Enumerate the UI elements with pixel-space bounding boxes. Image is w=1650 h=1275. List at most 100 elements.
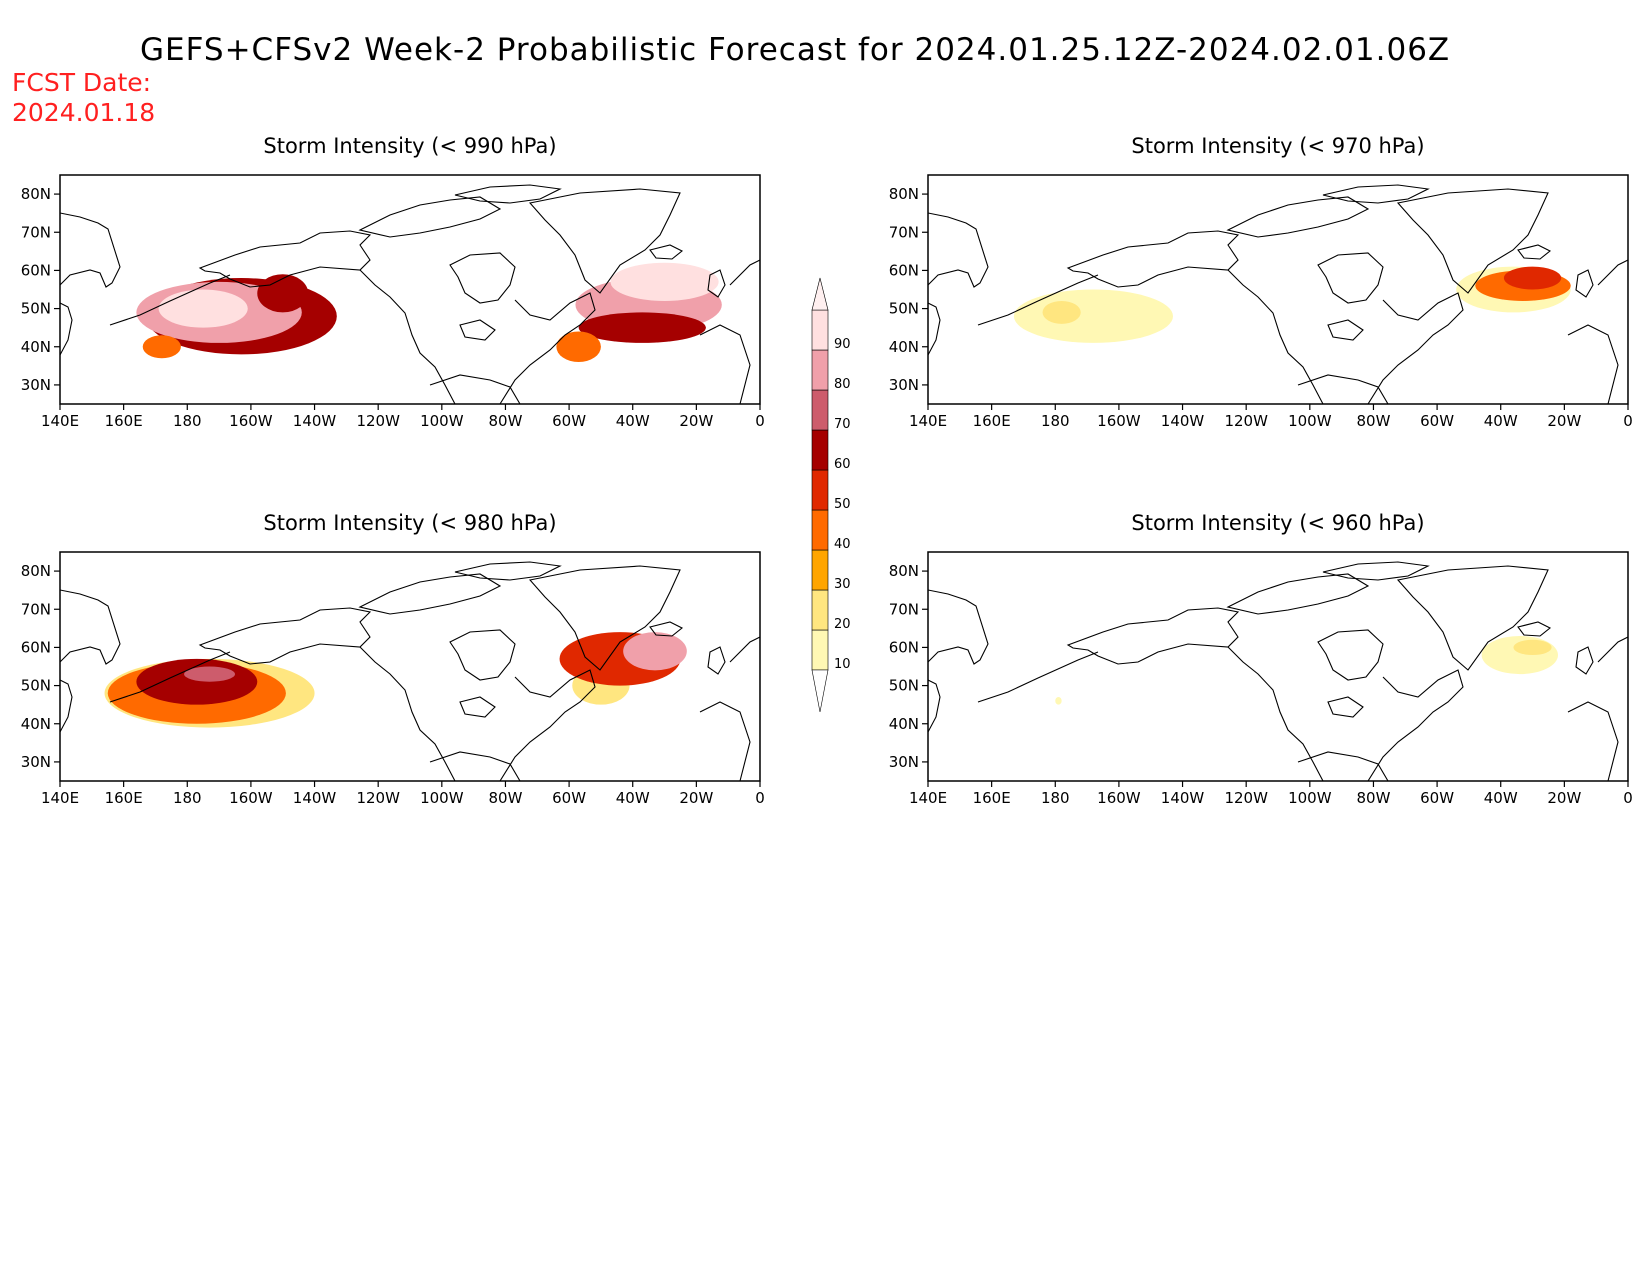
lat-tick-label: 40N — [889, 715, 919, 733]
lon-tick-label: 20W — [1547, 789, 1581, 807]
lon-tick-label: 100W — [420, 789, 464, 807]
colorbar-swatch — [811, 389, 829, 431]
lon-tick-label: 40W — [616, 789, 650, 807]
colorbar-label: 90 — [834, 337, 851, 352]
lat-tick-label: 30N — [889, 753, 919, 771]
lat-tick-label: 70N — [21, 223, 51, 241]
lat-tick-label: 40N — [21, 715, 51, 733]
lat-tick-label: 60N — [889, 261, 919, 279]
lat-tick-label: 50N — [21, 300, 51, 318]
lon-tick-label: 80W — [488, 789, 522, 807]
colorbar-top-arrow — [811, 277, 829, 311]
panel-frame — [927, 174, 1629, 405]
lon-tick-label: 160E — [105, 412, 143, 430]
panel-title: Storm Intensity (< 970 hPa) — [1131, 134, 1424, 158]
lat-tick-label: 80N — [21, 185, 51, 203]
lon-tick-label: 60W — [1420, 412, 1454, 430]
colorbar-swatch — [811, 509, 829, 551]
probability-area — [184, 666, 235, 682]
lon-tick-label: 80W — [488, 412, 522, 430]
lat-tick-label: 30N — [21, 753, 51, 771]
colorbar-label: 80 — [834, 377, 851, 392]
probability-area — [1481, 635, 1559, 675]
lat-tick-label: 30N — [21, 376, 51, 394]
probability-area — [623, 632, 687, 671]
probability-area — [1013, 289, 1173, 343]
lat-tick-label: 50N — [889, 677, 919, 695]
lon-tick-label: 160W — [229, 412, 273, 430]
forecast-date-value: 2024.01.18 — [12, 98, 156, 127]
lon-tick-label: 100W — [1288, 412, 1332, 430]
probability-area — [578, 312, 706, 343]
lat-tick-label: 80N — [889, 185, 919, 203]
probability-area — [1503, 266, 1562, 290]
probability-area — [1513, 639, 1552, 656]
lon-tick-label: 140E — [41, 412, 79, 430]
lon-tick-label: 180 — [1041, 789, 1070, 807]
lon-tick-label: 120W — [1224, 412, 1268, 430]
lat-tick-label: 50N — [889, 300, 919, 318]
lon-tick-label: 180 — [173, 412, 202, 430]
lat-tick-label: 60N — [21, 261, 51, 279]
forecast-date-label: FCST Date: — [12, 68, 152, 97]
colorbar-legend: 10 20 30 40 50 60 70 80 90 — [811, 277, 851, 713]
colorbar-swatch — [811, 549, 829, 591]
probability-area — [257, 274, 309, 313]
lon-tick-label: 180 — [1041, 412, 1070, 430]
lat-tick-label: 40N — [21, 338, 51, 356]
lon-tick-label: 160E — [973, 412, 1011, 430]
lat-tick-label: 80N — [889, 562, 919, 580]
lat-tick-label: 70N — [21, 600, 51, 618]
lon-tick-label: 120W — [1224, 789, 1268, 807]
panel-title: Storm Intensity (< 960 hPa) — [1131, 511, 1424, 535]
colorbar-swatch — [811, 469, 829, 511]
colorbar-label: 40 — [834, 537, 851, 552]
panel-title: Storm Intensity (< 980 hPa) — [263, 511, 556, 535]
lon-tick-label: 0 — [1623, 789, 1633, 807]
lat-tick-label: 60N — [889, 638, 919, 656]
lon-tick-label: 100W — [1288, 789, 1332, 807]
lon-tick-label: 120W — [356, 412, 400, 430]
lon-tick-label: 140W — [1161, 412, 1205, 430]
lat-tick-label: 30N — [889, 376, 919, 394]
lon-tick-label: 40W — [616, 412, 650, 430]
lon-tick-label: 160E — [973, 789, 1011, 807]
lat-tick-label: 80N — [21, 562, 51, 580]
lon-tick-label: 140W — [1161, 789, 1205, 807]
lon-tick-label: 60W — [1420, 789, 1454, 807]
colorbar-swatch — [811, 589, 829, 631]
colorbar-swatch — [811, 629, 829, 671]
lat-tick-label: 70N — [889, 600, 919, 618]
map-panel-2: Storm Intensity (< 980 hPa) 80N 70N 60N 50N 4… — [21, 511, 765, 807]
panels-root: Storm Intensity (< 990 hPa) 80N 70N 60N 50N 4… — [21, 134, 1633, 807]
lon-tick-label: 140E — [909, 789, 947, 807]
lon-tick-label: 160W — [1097, 789, 1141, 807]
probability-area — [142, 335, 181, 359]
lon-tick-label: 160W — [229, 789, 273, 807]
colorbar-label: 70 — [834, 417, 851, 432]
lon-tick-label: 40W — [1484, 789, 1518, 807]
lon-tick-label: 20W — [679, 412, 713, 430]
colorbar-bottom-arrow — [811, 669, 829, 713]
lon-tick-label: 0 — [1623, 412, 1633, 430]
lon-tick-label: 20W — [679, 789, 713, 807]
panel-frame — [59, 174, 761, 405]
colorbar-swatch — [811, 349, 829, 391]
lon-tick-label: 40W — [1484, 412, 1518, 430]
panel-title: Storm Intensity (< 990 hPa) — [263, 134, 556, 158]
probability-area — [1055, 697, 1062, 705]
lon-tick-label: 80W — [1356, 789, 1390, 807]
figure-title: GEFS+CFSv2 Week-2 Probabilistic Forecast… — [140, 32, 1451, 68]
lon-tick-label: 120W — [356, 789, 400, 807]
lon-tick-label: 140E — [41, 789, 79, 807]
colorbar-label: 20 — [834, 617, 851, 632]
lon-tick-label: 140W — [293, 789, 337, 807]
panel-frame — [927, 551, 1629, 782]
map-panel-3: Storm Intensity (< 960 hPa) 80N 70N 60N 50N 4… — [889, 511, 1633, 807]
lon-tick-label: 20W — [1547, 412, 1581, 430]
probability-area — [556, 331, 601, 363]
colorbar-swatch — [811, 429, 829, 471]
lat-tick-label: 50N — [21, 677, 51, 695]
map-panel-0: Storm Intensity (< 990 hPa) 80N 70N 60N 50N 4… — [21, 134, 765, 430]
